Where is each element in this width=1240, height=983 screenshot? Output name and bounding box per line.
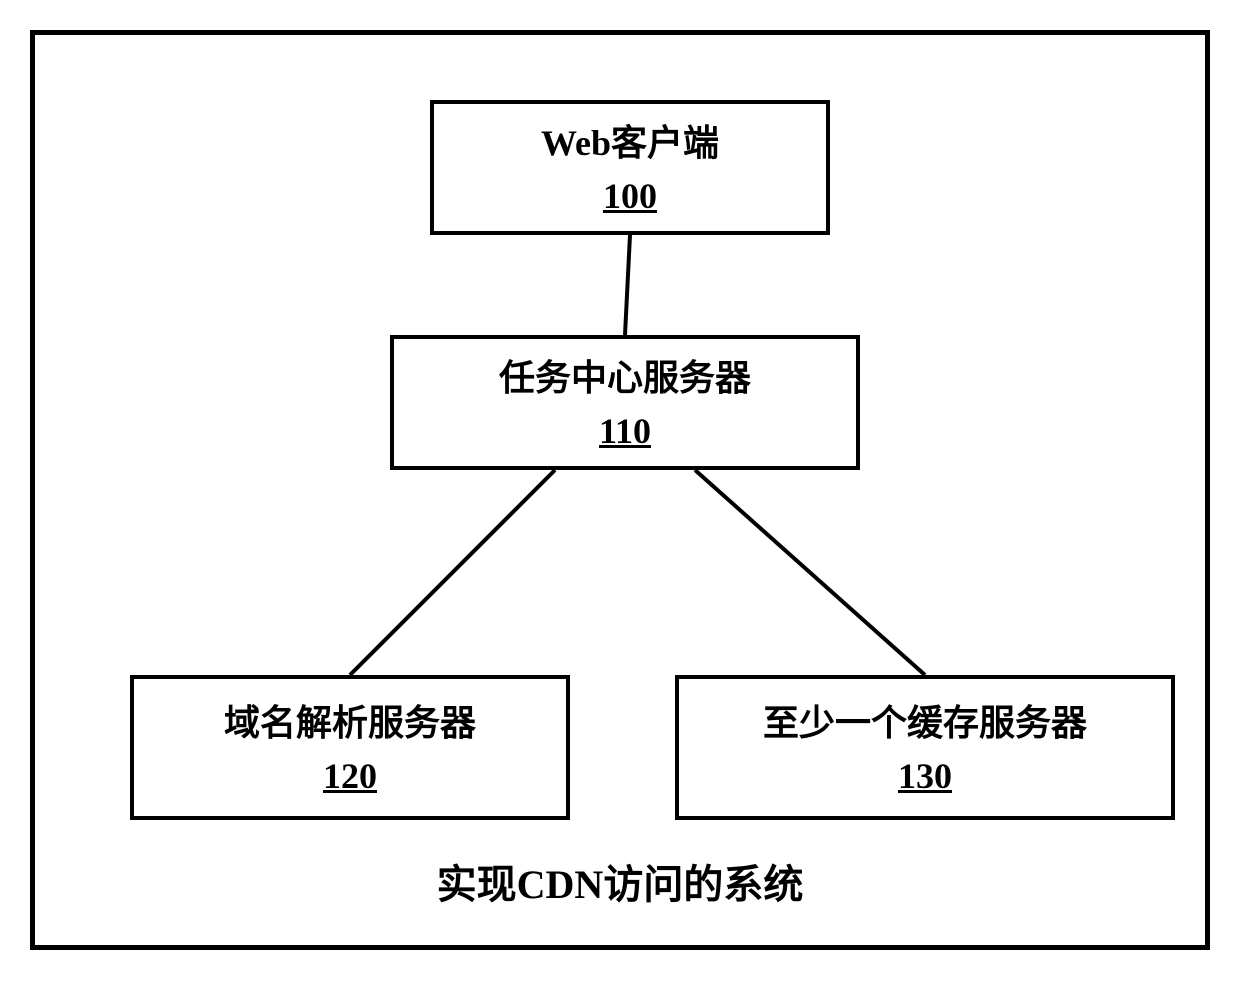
node-id: 100	[603, 175, 657, 217]
node-title: 域名解析服务器	[224, 698, 476, 748]
node-cache-server: 至少一个缓存服务器 130	[675, 675, 1175, 820]
diagram-frame: Web客户端 100 任务中心服务器 110 域名解析服务器 120 至少一个缓…	[30, 30, 1210, 950]
node-title: Web客户端	[541, 118, 719, 168]
node-title: 任务中心服务器	[499, 353, 751, 403]
node-id: 110	[599, 410, 651, 452]
edge	[350, 470, 555, 675]
node-id: 130	[898, 755, 952, 797]
node-id: 120	[323, 755, 377, 797]
node-web-client: Web客户端 100	[430, 100, 830, 235]
node-dns-server: 域名解析服务器 120	[130, 675, 570, 820]
diagram-caption: 实现CDN访问的系统	[35, 852, 1205, 910]
edge	[625, 235, 630, 335]
node-task-center: 任务中心服务器 110	[390, 335, 860, 470]
edge	[695, 470, 925, 675]
node-title: 至少一个缓存服务器	[763, 698, 1087, 748]
